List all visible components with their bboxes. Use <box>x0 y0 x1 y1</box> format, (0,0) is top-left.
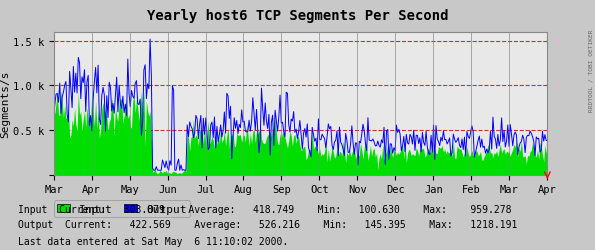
Text: Input  Current:   303.879    Average:   418.749    Min:   100.630    Max:    959: Input Current: 303.879 Average: 418.749 … <box>18 204 511 214</box>
Y-axis label: Segments/s: Segments/s <box>0 70 10 137</box>
Text: Output  Current:   422.569    Average:   526.216    Min:   145.395    Max:   121: Output Current: 422.569 Average: 526.216… <box>18 219 517 229</box>
Text: Last data entered at Sat May  6 11:10:02 2000.: Last data entered at Sat May 6 11:10:02 … <box>18 236 288 246</box>
Legend: Input, Output: Input, Output <box>54 201 190 217</box>
Text: RRDTOOL / TOBI OETIKER: RRDTOOL / TOBI OETIKER <box>589 29 594 111</box>
Text: Yearly host6 TCP Segments Per Second: Yearly host6 TCP Segments Per Second <box>147 9 448 23</box>
